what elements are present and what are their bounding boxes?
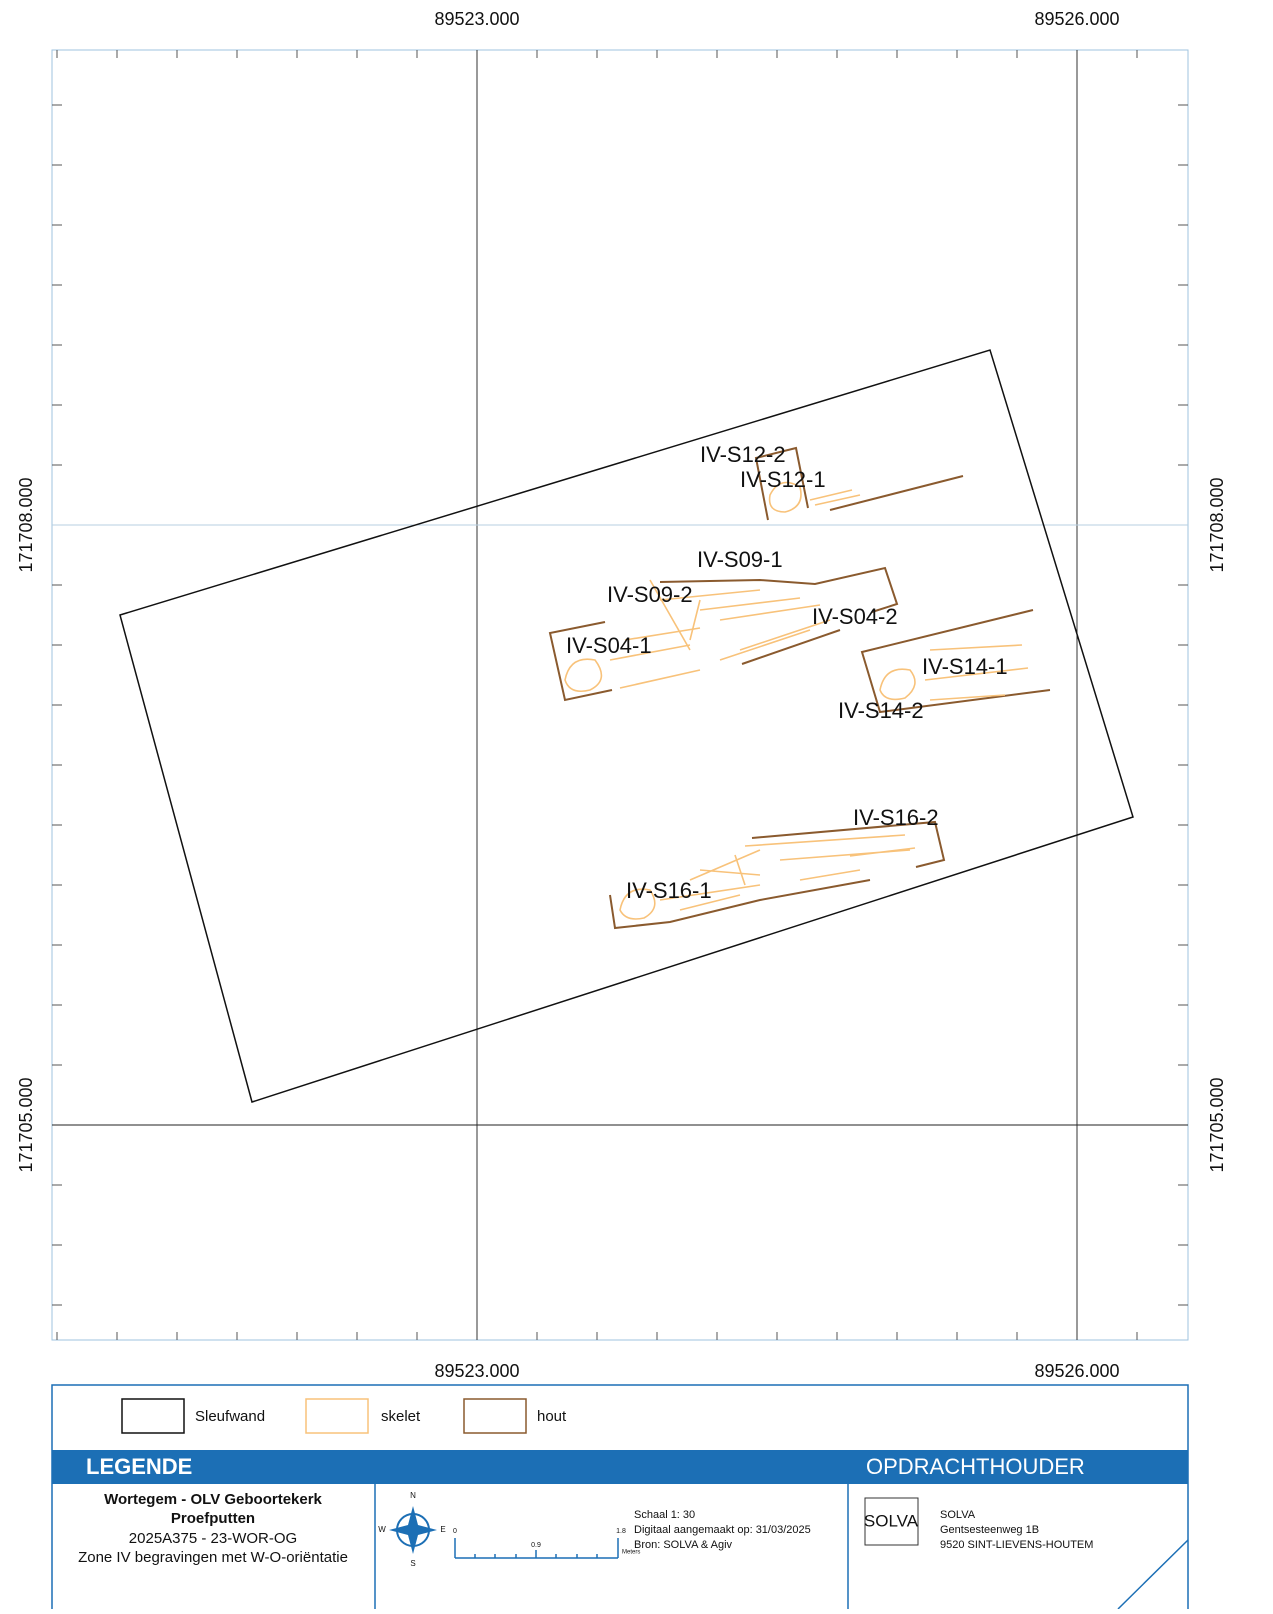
x-coord-label: 89526.000 (1034, 1361, 1119, 1381)
project-code: 2025A375 - 23-WOR-OG (129, 1530, 297, 1547)
scale-unit: Meters (622, 1550, 640, 1556)
feature-label: IV-S04-2 (812, 604, 898, 629)
address-line: SOLVA (940, 1509, 976, 1521)
scale-info: Digitaal aangemaakt op: 31/03/2025 (634, 1524, 811, 1536)
scale-label: 0 (453, 1528, 457, 1535)
legend-label: hout (537, 1408, 567, 1425)
feature-labels: IV-S12-2 IV-S12-1 IV-S09-1 IV-S09-2 IV-S… (566, 442, 1008, 903)
feature-label: IV-S14-2 (838, 698, 924, 723)
scale-info: Schaal 1: 30 (634, 1509, 695, 1521)
scale-bar (454, 1538, 619, 1559)
map-frame (51, 49, 1189, 1341)
x-coord-label: 89523.000 (434, 1361, 519, 1381)
feature-label: IV-S16-1 (626, 878, 712, 903)
legend-bar (52, 1450, 1188, 1484)
project-zone: Zone IV begravingen met W-O-oriëntatie (78, 1549, 348, 1566)
legend-swatch (463, 1398, 527, 1434)
corner-line (1117, 1539, 1189, 1610)
trench-wall (119, 349, 1134, 1103)
client-heading: OPDRACHTHOUDER (866, 1454, 1085, 1479)
y-coord-label: 171705.000 (16, 1077, 36, 1172)
address-line: 9520 SINT-LIEVENS-HOUTEM (940, 1539, 1093, 1551)
logo: SOLVA (864, 1511, 919, 1530)
feature-label: IV-S12-1 (740, 467, 826, 492)
scale-info: Bron: SOLVA & Agiv (634, 1539, 733, 1551)
legend-label: Sleufwand (195, 1408, 265, 1425)
scale-label: 0.9 (531, 1542, 541, 1549)
y-coord-label: 171708.000 (1207, 477, 1227, 572)
feature-label: IV-S09-2 (607, 582, 693, 607)
scale-label: 1.8 (616, 1528, 626, 1535)
feature-label: IV-S16-2 (853, 805, 939, 830)
compass: N E S W (378, 1491, 445, 1568)
address-line: Gentsesteenweg 1B (940, 1524, 1039, 1536)
y-coord-label: 171705.000 (1207, 1077, 1227, 1172)
x-coord-label: 89526.000 (1034, 9, 1119, 29)
feature-label: IV-S12-2 (700, 442, 786, 467)
project-subtitle: Proefputten (171, 1510, 255, 1527)
x-coord-label: 89523.000 (434, 9, 519, 29)
legend-swatch (121, 1398, 185, 1434)
compass-letter: S (410, 1559, 415, 1568)
logo-box (864, 1497, 919, 1546)
feature-label: IV-S14-1 (922, 654, 1008, 679)
y-coord-label: 171708.000 (16, 477, 36, 572)
project-title: Wortegem - OLV Geboortekerk (104, 1491, 322, 1508)
burials (548, 446, 1051, 930)
compass-letter: W (378, 1525, 386, 1534)
legend-frame (51, 1384, 1189, 1614)
compass-letter: N (410, 1491, 416, 1500)
feature-label: IV-S09-1 (697, 547, 783, 572)
feature-label: IV-S04-1 (566, 633, 652, 658)
legend-label: skelet (381, 1408, 421, 1425)
legend-heading: LEGENDE (86, 1454, 192, 1479)
compass-letter: E (440, 1525, 445, 1534)
legend-swatch (305, 1398, 369, 1434)
